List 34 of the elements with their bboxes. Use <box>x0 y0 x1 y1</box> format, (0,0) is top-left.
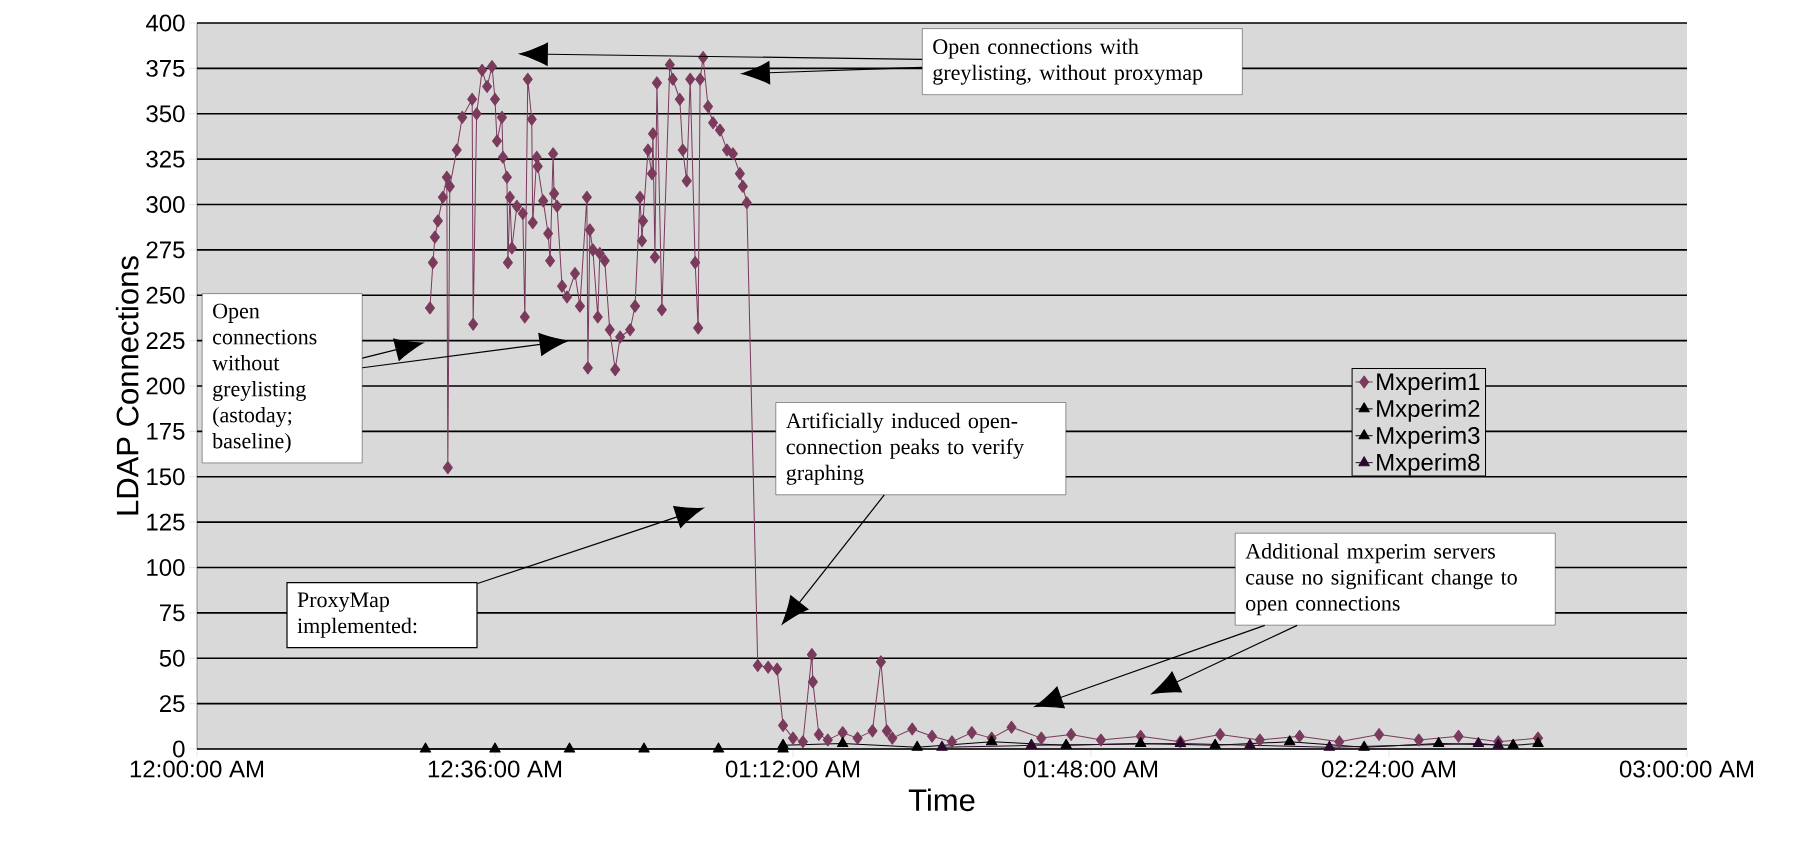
y-tick-label: 200 <box>146 377 185 395</box>
y-tick-label: 250 <box>146 286 185 304</box>
annotation: Open connections without greylisting (astoday; baseline) <box>212 303 317 453</box>
y-tick-label: 275 <box>146 241 185 259</box>
y-tick-label: 25 <box>159 695 185 713</box>
x-tick-label: 12:00:00 AM <box>130 760 264 778</box>
x-tick-label: 12:36:00 AM <box>428 760 562 778</box>
legend-label: Mxperim1 <box>1377 372 1480 395</box>
x-tick-label: 01:12:00 AM <box>725 760 860 778</box>
legend-label: Mxperim3 <box>1377 426 1480 449</box>
y-tick-label: 125 <box>147 513 185 531</box>
annotation: ProxyMap implemented: <box>297 592 417 638</box>
y-tick-label: 350 <box>146 105 185 123</box>
x-tick-label: 03:00:00 AM <box>1619 760 1754 778</box>
y-tick-label: 375 <box>146 59 185 77</box>
y-tick-label: 300 <box>146 196 185 213</box>
annotation: Open connections with greylisting, without proxymap <box>933 38 1203 85</box>
annotation: Artificially induced open-connection peaks to verify graphing <box>786 412 1024 485</box>
y-tick-label: 75 <box>160 604 185 622</box>
x-axis-title: Time <box>908 788 975 812</box>
legend-label: Mxperim2 <box>1377 399 1480 422</box>
x-tick-label: 02:24:00 AM <box>1321 760 1456 778</box>
y-tick-label: 400 <box>145 14 185 32</box>
y-tick-label: 175 <box>147 423 185 440</box>
y-tick-label: 0 <box>173 740 185 758</box>
legend-label: Mxperim8 <box>1377 453 1480 476</box>
annotation: Additional mxperim servers cause no significant change to open connections <box>1245 543 1517 616</box>
y-axis-title: LDAP Connections <box>115 256 139 515</box>
y-tick-label: 50 <box>159 649 185 667</box>
y-tick-label: 325 <box>146 150 185 168</box>
y-tick-label: 100 <box>147 559 185 576</box>
y-tick-label: 150 <box>147 468 185 486</box>
x-tick-label: 01:48:00 AM <box>1023 760 1158 778</box>
y-tick-label: 225 <box>146 332 185 350</box>
